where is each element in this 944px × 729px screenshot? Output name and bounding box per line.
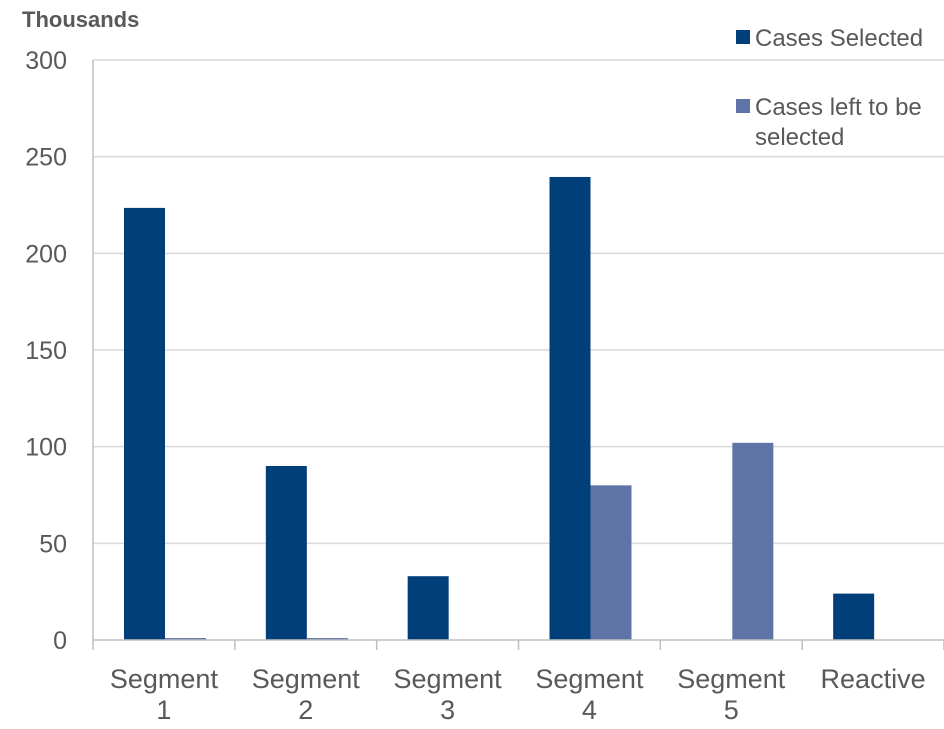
x-tick-label: Segment [394, 664, 503, 694]
x-tick-label: 3 [440, 695, 455, 725]
y-tick-label: 50 [39, 530, 67, 558]
y-tick-label: 250 [25, 144, 67, 172]
y-unit-label: Thousands [22, 7, 139, 32]
bar-cases-left [165, 638, 206, 640]
x-tick-label: Segment [535, 664, 644, 694]
legend-label: selected [755, 124, 844, 151]
y-tick-labels: 0 50 100 150 200 250 300 [25, 47, 67, 655]
bar-cases-selected [124, 207, 165, 640]
legend: Cases Selected Cases left to be selected [736, 25, 923, 151]
bar-cases-selected [407, 576, 449, 640]
axes [92, 60, 944, 650]
x-tick-label: 4 [582, 695, 597, 725]
legend-swatch [736, 30, 750, 44]
legend-swatch [736, 99, 750, 113]
bar-cases-left [732, 442, 774, 640]
x-tick-label: 5 [724, 695, 739, 725]
legend-label: Cases left to be [755, 94, 922, 121]
x-tick-label: Reactive [821, 664, 926, 694]
x-tick-label: 2 [298, 695, 313, 725]
x-tick-label: Segment [252, 664, 361, 694]
x-tick-labels: Segment1Segment2Segment3Segment4Segment5… [110, 664, 926, 725]
y-tick-label: 200 [25, 240, 67, 268]
x-tick-label: 1 [156, 695, 171, 725]
bar-cases-selected [833, 593, 875, 640]
x-tick-label: Segment [677, 664, 786, 694]
y-tick-label: 150 [25, 337, 67, 365]
gridlines [93, 59, 944, 545]
bar-cases-left [306, 638, 348, 640]
y-tick-label: 300 [25, 47, 67, 75]
y-tick-label: 100 [25, 434, 67, 462]
legend-label: Cases Selected [755, 25, 923, 52]
bar-cases-selected [265, 466, 307, 640]
bar-cases-left [590, 485, 632, 640]
x-tick-label: Segment [110, 664, 219, 694]
bars [124, 176, 875, 640]
bar-cases-selected [549, 176, 591, 640]
y-tick-label: 0 [53, 627, 67, 655]
